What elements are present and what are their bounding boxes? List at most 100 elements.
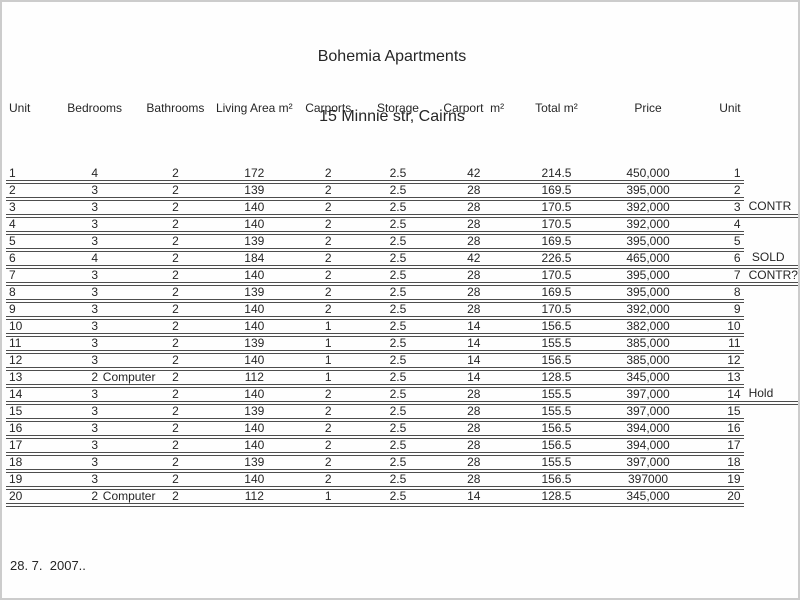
cell-total-m2: 155.5 [514,403,599,422]
cell-carports: 2 [293,267,364,286]
bedrooms-value: 3 [91,353,98,367]
table-row: 19 3 2 140 2 2.5 28 156.5 397000 19 [6,471,798,490]
cell-bedrooms: 3 [53,199,136,218]
cell-carport-m2: 28 [432,454,515,473]
cell-bathrooms: 2 [135,216,216,235]
cell-bathrooms: 2 [135,250,216,269]
cell-unit-right: 8 [697,284,744,303]
cell-unit-left: 16 [6,420,54,439]
cell-living-area: 139 [215,454,294,473]
cell-carport-m2: 28 [432,182,515,201]
cell-carports: 2 [293,471,364,490]
cell-unit-right: 18 [697,454,744,473]
table-row: 4 3 2 140 2 2.5 28 170.5 392,000 4 [6,216,798,235]
table-row: 17 3 2 140 2 2.5 28 156.5 394,000 17 [6,437,798,456]
cell-carports: 2 [293,454,364,473]
cell-unit-right: 5 [697,233,744,252]
cell-carport-m2: 14 [432,488,515,507]
cell-living-area: 140 [215,420,294,439]
cell-price: 345,000 [598,369,698,388]
bedrooms-value: 2 [91,489,98,503]
cell-price: 395,000 [598,233,698,252]
cell-annotation [744,369,798,386]
cell-bathrooms: 2 [135,301,216,320]
cell-bathrooms: 2 [135,403,216,422]
cell-total-m2: 170.5 [514,216,599,235]
cell-annotation [744,233,798,250]
cell-bedrooms: 3 [53,318,136,337]
cell-storage: 2.5 [363,471,433,490]
cell-annotation [744,335,798,352]
cell-bathrooms: 2 [135,267,216,286]
cell-living-area: 139 [215,233,294,252]
cell-carport-m2: 28 [432,437,515,456]
cell-living-area: 139 [215,284,294,303]
cell-annotation [744,471,798,488]
cell-total-m2: 155.5 [514,335,599,354]
cell-unit-left: 14 [6,386,54,405]
cell-carports: 2 [293,403,364,422]
cell-total-m2: 156.5 [514,318,599,337]
bedrooms-value: 3 [91,217,98,231]
cell-price: 450,000 [598,167,698,184]
col-header-bedrooms: Bedrooms [67,101,122,115]
cell-price: 394,000 [598,420,698,439]
cell-carport-m2: 28 [432,420,515,439]
cell-unit-left: 5 [6,233,54,252]
cell-storage: 2.5 [363,369,433,388]
cell-storage: 2.5 [363,284,433,303]
cell-storage: 2.5 [363,267,433,286]
cell-unit-right: 4 [697,216,744,235]
cell-bathrooms: 2 [135,386,216,405]
cell-bedrooms: 3 [53,301,136,320]
bedrooms-value: 3 [91,421,98,435]
cell-total-m2: 169.5 [514,182,599,201]
col-header-unit-left: Unit [9,101,31,115]
bedrooms-value: 4 [91,251,98,265]
col-header-annotation-spacer [744,97,798,119]
cell-storage: 2.5 [363,437,433,456]
table-row: 6 4 2 184 2 2.5 42 226.5 465,000 6 SOLD [6,250,798,269]
cell-living-area: 140 [215,437,294,456]
table-row: 3 3 2 140 2 2.5 28 170.5 392,000 3 CONTR [6,199,798,218]
table-row: 11 3 2 139 1 2.5 14 155.5 385,000 11 [6,335,798,354]
cell-living-area: 140 [215,352,294,371]
cell-price: 392,000 [598,301,698,320]
cell-unit-right: 20 [697,488,744,507]
cell-total-m2: 128.5 [514,369,599,388]
header-body-gap [6,119,798,167]
cell-price: 397000 [598,471,698,490]
cell-price: 395,000 [598,284,698,303]
cell-carport-m2: 28 [432,216,515,235]
cell-unit-right: 12 [697,352,744,371]
cell-carport-m2: 14 [432,318,515,337]
cell-storage: 2.5 [363,301,433,320]
bedrooms-value: 3 [91,472,98,486]
cell-bedrooms: 3 [53,386,136,405]
cell-price: 392,000 [598,216,698,235]
cell-carports: 1 [293,352,364,371]
cell-unit-left: 4 [6,216,54,235]
cell-annotation [744,301,798,318]
units-table-body: 1 4 2 172 2 2.5 42 214.5 450,000 1 2 3 2… [6,167,798,507]
cell-storage: 2.5 [363,318,433,337]
bedrooms-value: 3 [91,387,98,401]
cell-unit-right: 2 [697,182,744,201]
col-header-unit-right: Unit [719,101,741,115]
cell-bathrooms: 2 [135,284,216,303]
cell-storage: 2.5 [363,167,433,184]
cell-living-area: 112 [215,488,294,507]
cell-carports: 2 [293,301,364,320]
bedrooms-value: 3 [91,438,98,452]
cell-total-m2: 170.5 [514,199,599,218]
table-row: 18 3 2 139 2 2.5 28 155.5 397,000 18 [6,454,798,473]
cell-carport-m2: 28 [432,267,515,286]
cell-carport-m2: 28 [432,199,515,218]
cell-unit-left: 10 [6,318,54,337]
cell-bedrooms: 2 Computer [53,488,155,507]
cell-living-area: 140 [215,386,294,405]
cell-annotation [744,488,798,505]
cell-carport-m2: 14 [432,352,515,371]
cell-unit-left: 7 [6,267,54,286]
cell-unit-left: 20 [6,488,54,507]
